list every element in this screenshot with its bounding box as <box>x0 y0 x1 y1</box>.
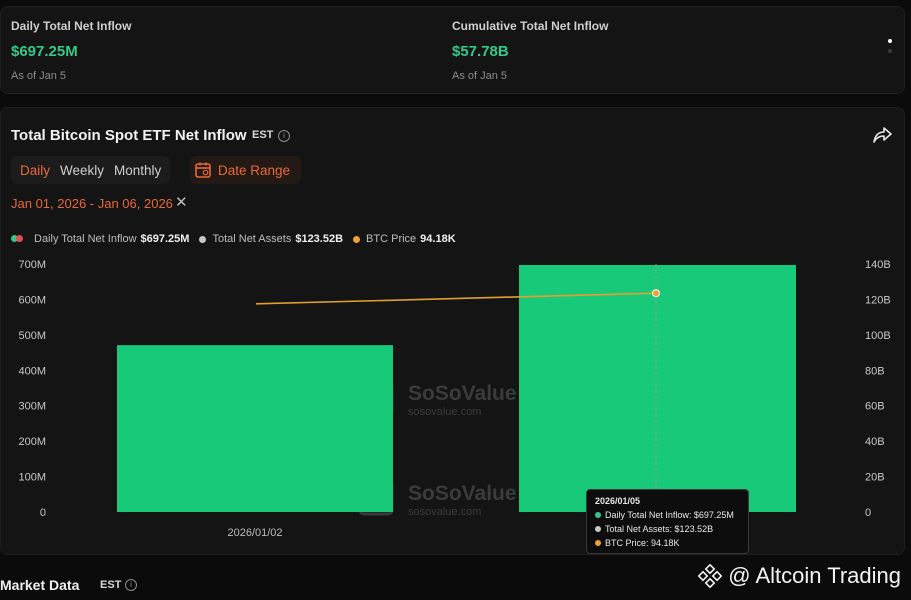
carousel-dot[interactable] <box>888 49 892 53</box>
binance-logo-icon <box>698 564 723 588</box>
chart-tooltip: 2026/01/05 Daily Total Net Inflow: $697.… <box>586 489 749 554</box>
legend-inflow-swatch-icon <box>11 235 24 243</box>
legend-label: Total Net Assets <box>212 233 292 245</box>
market-data-info-icon[interactable]: i <box>125 579 137 591</box>
selected-date-range: Jan 01, 2026 - Jan 06, 2026 <box>11 196 173 211</box>
legend-value: $697.25M <box>140 233 190 245</box>
tooltip-gray-dot-icon <box>595 526 601 532</box>
date-range-label: Date Range <box>218 162 291 178</box>
right-axis-tick: 20B <box>865 472 885 484</box>
right-axis-tick: 0 <box>865 507 871 519</box>
tooltip-label: Daily Total Net Inflow: <box>605 510 692 520</box>
carousel-dots[interactable] <box>888 39 893 59</box>
legend-gray-dot-icon <box>199 235 207 243</box>
tooltip-date: 2026/01/05 <box>595 496 641 506</box>
info-icon[interactable]: i <box>278 130 290 142</box>
date-range-button[interactable]: Date Range <box>190 156 301 184</box>
summary-card: Daily Total Net Inflow $697.25M As of Ja… <box>0 6 905 94</box>
inflow-bar[interactable] <box>519 264 796 512</box>
left-axis-tick: 0 <box>40 507 46 519</box>
legend-orange-dot-icon <box>353 235 361 243</box>
cumulative-net-inflow-stat: Cumulative Total Net Inflow $57.78B As o… <box>452 19 608 82</box>
legend-label: Daily Total Net Inflow <box>34 233 137 245</box>
left-axis-tick: 100M <box>18 472 46 484</box>
timezone-label: EST <box>252 129 274 141</box>
tooltip-row-btc: BTC Price: 94.18K <box>595 538 740 548</box>
legend-total-net-assets[interactable]: Total Net Assets $123.52B <box>199 233 343 245</box>
altcoin-trading-brand: @ Altcoin Trading <box>698 563 901 589</box>
period-tabs: Daily Weekly Monthly <box>11 156 171 184</box>
legend-label: BTC Price <box>366 233 417 245</box>
tooltip-orange-dot-icon <box>595 540 601 546</box>
tooltip-value: $123.52B <box>674 524 714 534</box>
total-net-assets-line <box>255 292 657 305</box>
right-axis-tick: 120B <box>865 294 891 306</box>
daily-net-inflow-value: $697.25M <box>11 43 78 60</box>
left-axis-tick: 500M <box>18 330 46 342</box>
daily-net-inflow-label: Daily Total Net Inflow <box>11 19 132 33</box>
hover-point <box>652 289 660 298</box>
legend-btc-price[interactable]: BTC Price 94.18K <box>353 233 456 245</box>
chart-legend: Daily Total Net Inflow $697.25M Total Ne… <box>11 233 466 245</box>
cumulative-as-of: As of Jan 5 <box>452 70 508 82</box>
right-axis-tick: 80B <box>865 365 885 377</box>
share-icon[interactable] <box>872 126 892 144</box>
daily-as-of: As of Jan 5 <box>11 70 67 82</box>
right-axis-tick: 140B <box>865 259 891 271</box>
tab-daily[interactable]: Daily <box>20 162 51 178</box>
legend-value: 94.18K <box>420 233 456 245</box>
watermark-site-text: sosovalue.com <box>408 506 481 518</box>
clear-range-icon[interactable]: ✕ <box>175 194 188 211</box>
cumulative-net-inflow-label: Cumulative Total Net Inflow <box>452 19 609 33</box>
chart-title: Total Bitcoin Spot ETF Net Inflow <box>11 127 247 144</box>
watermark-brand-text: SoSoValue <box>408 382 517 405</box>
market-data-title: Market Data <box>0 577 80 593</box>
tooltip-green-dot-icon <box>595 512 601 518</box>
left-axis-tick: 600M <box>18 294 46 306</box>
right-axis-tick: 60B <box>865 401 885 413</box>
left-axis-tick: 700M <box>18 259 46 271</box>
carousel-dot-active[interactable] <box>888 39 892 43</box>
tooltip-label: Total Net Assets: <box>605 524 673 534</box>
tooltip-label: BTC Price: <box>605 538 649 548</box>
inflow-chart[interactable]: SoSoValuesosovalue.comSoSoValuesosovalue… <box>0 0 911 560</box>
watermark-site-text: sosovalue.com <box>408 406 481 418</box>
legend-value: $123.52B <box>295 233 344 245</box>
watermark: SoSoValuesosovalue.comSoSoValuesosovalue… <box>358 380 517 518</box>
tooltip-row-inflow: Daily Total Net Inflow: $697.25M <box>595 510 740 520</box>
x-axis-tick: 2026/01/02 <box>227 527 282 539</box>
brand-text: @ Altcoin Trading <box>728 563 901 588</box>
tooltip-row-assets: Total Net Assets: $123.52B <box>595 524 740 534</box>
tab-weekly[interactable]: Weekly <box>60 162 105 178</box>
left-axis-tick: 200M <box>18 436 46 448</box>
right-axis-tick: 100B <box>865 330 891 342</box>
watermark-brand-text: SoSoValue <box>408 482 517 505</box>
right-axis-tick: 40B <box>865 436 885 448</box>
cumulative-net-inflow-value: $57.78B <box>452 43 509 60</box>
inflow-bar[interactable] <box>117 345 393 512</box>
left-axis-tick: 400M <box>18 365 46 377</box>
legend-daily-inflow[interactable]: Daily Total Net Inflow $697.25M <box>11 233 189 245</box>
tooltip-value: $697.25M <box>693 510 734 520</box>
market-data-timezone: EST <box>100 579 122 591</box>
daily-net-inflow-stat: Daily Total Net Inflow $697.25M As of Ja… <box>11 19 131 82</box>
left-axis-tick: 300M <box>18 401 46 413</box>
tooltip-value: 94.18K <box>651 538 680 548</box>
tab-monthly[interactable]: Monthly <box>114 162 162 178</box>
calendar-icon <box>195 162 211 178</box>
